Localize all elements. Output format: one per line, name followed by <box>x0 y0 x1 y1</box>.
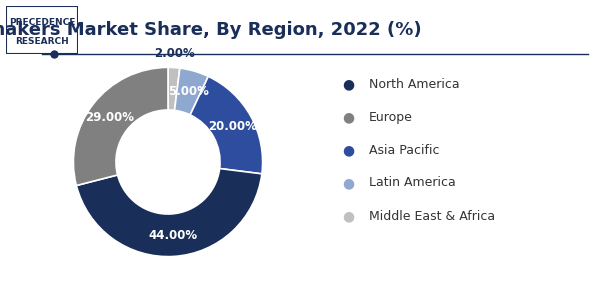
Text: Latin America: Latin America <box>369 176 456 190</box>
Text: 44.00%: 44.00% <box>148 229 197 242</box>
Text: ●: ● <box>342 176 354 190</box>
Text: Middle East & Africa: Middle East & Africa <box>369 209 495 223</box>
Text: ●: ● <box>342 77 354 91</box>
Text: Asia Pacific: Asia Pacific <box>369 143 439 157</box>
Wedge shape <box>175 68 208 115</box>
Text: 29.00%: 29.00% <box>86 111 134 124</box>
Text: 20.00%: 20.00% <box>208 120 257 133</box>
Wedge shape <box>76 169 262 256</box>
Text: 2.00%: 2.00% <box>154 47 195 60</box>
Text: ●: ● <box>342 209 354 223</box>
Text: RESEARCH: RESEARCH <box>15 38 69 46</box>
Wedge shape <box>73 68 168 185</box>
Text: PRECEDENCE: PRECEDENCE <box>9 18 75 27</box>
Wedge shape <box>190 76 263 174</box>
Text: ●: ● <box>342 110 354 124</box>
Text: Europe: Europe <box>369 110 413 124</box>
Text: ●: ● <box>342 143 354 157</box>
Wedge shape <box>168 68 180 110</box>
Text: North America: North America <box>369 77 460 91</box>
Text: 5.00%: 5.00% <box>168 85 209 98</box>
FancyBboxPatch shape <box>6 6 78 54</box>
Text: Pacemakers Market Share, By Region, 2022 (%): Pacemakers Market Share, By Region, 2022… <box>0 21 421 39</box>
